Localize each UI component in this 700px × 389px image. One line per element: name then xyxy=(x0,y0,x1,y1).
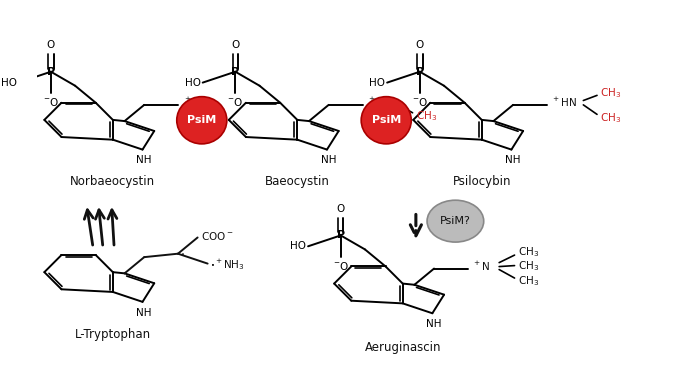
Text: CH$_3$: CH$_3$ xyxy=(518,259,539,273)
Text: $^+$NH$_3$: $^+$NH$_3$ xyxy=(183,95,214,110)
Text: P: P xyxy=(416,67,423,77)
Text: CH$_3$: CH$_3$ xyxy=(601,86,622,100)
Text: Norbaeocystin: Norbaeocystin xyxy=(70,175,155,188)
Text: NH: NH xyxy=(505,156,521,165)
Text: P: P xyxy=(47,67,55,77)
Text: P: P xyxy=(337,230,345,240)
Text: $^+$NH$_2$: $^+$NH$_2$ xyxy=(367,95,398,110)
Ellipse shape xyxy=(427,200,484,242)
Text: O: O xyxy=(416,40,424,50)
Text: $^{-}$O: $^{-}$O xyxy=(412,96,428,108)
Text: CH$_3$: CH$_3$ xyxy=(416,109,438,123)
Text: O: O xyxy=(337,203,345,214)
Text: PsiM: PsiM xyxy=(372,115,401,125)
Text: PsiM?: PsiM? xyxy=(440,216,471,226)
Text: HO: HO xyxy=(370,78,386,88)
Text: O: O xyxy=(47,40,55,50)
Text: COO$^-$: COO$^-$ xyxy=(201,231,233,242)
Text: L-Tryptophan: L-Tryptophan xyxy=(75,328,151,341)
Text: CH$_3$: CH$_3$ xyxy=(601,111,622,124)
Text: NH: NH xyxy=(321,156,337,165)
Text: O: O xyxy=(231,40,239,50)
Text: Baeocystin: Baeocystin xyxy=(265,175,330,188)
Ellipse shape xyxy=(177,97,227,144)
Text: $^{-}$O: $^{-}$O xyxy=(228,96,244,108)
Text: $^+$N: $^+$N xyxy=(473,260,491,273)
Text: P: P xyxy=(231,67,239,77)
Text: $^{-}$O: $^{-}$O xyxy=(332,259,349,272)
Text: Psilocybin: Psilocybin xyxy=(452,175,511,188)
Text: HO: HO xyxy=(1,78,17,88)
Text: PsiM: PsiM xyxy=(187,115,216,125)
Text: $\bullet$: $\bullet$ xyxy=(180,251,185,256)
Text: $^{-}$O: $^{-}$O xyxy=(43,96,59,108)
Text: $^+$HN: $^+$HN xyxy=(552,96,578,109)
Text: Aeruginascin: Aeruginascin xyxy=(365,341,441,354)
Ellipse shape xyxy=(361,97,412,144)
Text: HO: HO xyxy=(185,78,201,88)
Text: NH: NH xyxy=(136,156,152,165)
Text: NH: NH xyxy=(136,308,152,318)
Text: CH$_3$: CH$_3$ xyxy=(518,275,539,288)
Text: HO: HO xyxy=(290,241,307,251)
Text: NH: NH xyxy=(426,319,442,329)
Text: $\mathbf{\cdot}$$^+$NH$_3$: $\mathbf{\cdot}$$^+$NH$_3$ xyxy=(211,257,245,272)
Text: CH$_3$: CH$_3$ xyxy=(518,245,539,259)
